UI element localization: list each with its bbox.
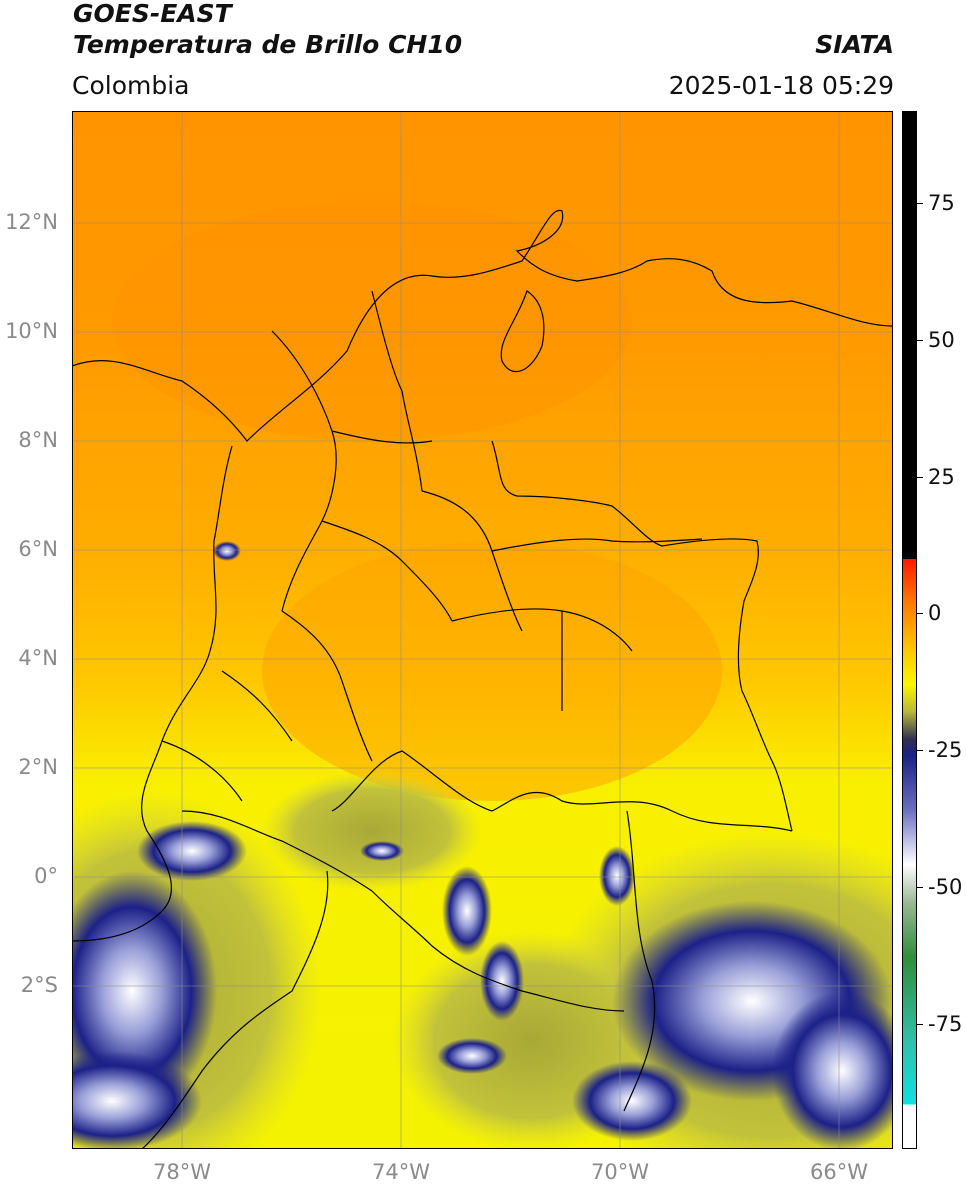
agency-label: SIATA [815, 30, 894, 59]
satellite-map[interactable] [72, 111, 893, 1149]
map-subtitle: Temperatura de Brillo CH10 [73, 30, 463, 59]
graticule [72, 111, 893, 1149]
colorbar-tick-minus50: -50 [928, 875, 963, 899]
brightness-temperature-field [72, 111, 893, 1149]
lon-label-74w: 74°W [372, 1160, 430, 1184]
lat-label-6n: 6°N [18, 537, 58, 561]
colorbar-tick-minus75: -75 [928, 1012, 963, 1036]
region-label: Colombia [72, 71, 190, 100]
colorbar-tick-mark [917, 477, 923, 478]
lat-label-12n: 12°N [5, 210, 58, 234]
colorbar-tick-mark [917, 613, 923, 614]
colorbar-tick-mark [917, 340, 923, 341]
lat-label-2s: 2°S [20, 973, 58, 997]
colorbar [902, 111, 917, 1149]
colorbar-tick-mark [917, 203, 923, 204]
lon-label-78w: 78°W [153, 1160, 211, 1184]
map-title: GOES-EAST [73, 0, 232, 28]
lat-label-10n: 10°N [5, 319, 58, 343]
lon-label-66w: 66°W [810, 1160, 868, 1184]
colorbar-tick-25: 25 [928, 465, 955, 489]
lat-label-2n: 2°N [18, 755, 58, 779]
lat-label-4n: 4°N [18, 646, 58, 670]
colorbar-tick-mark [917, 1024, 923, 1025]
colorbar-tick-0: 0 [928, 601, 942, 625]
boundaries [72, 209, 893, 1149]
timestamp-label: 2025-01-18 05:29 [668, 71, 894, 100]
colorbar-tick-75: 75 [928, 191, 955, 215]
colorbar-tick-50: 50 [928, 328, 955, 352]
lon-label-70w: 70°W [591, 1160, 649, 1184]
colorbar-tick-minus25: -25 [928, 738, 963, 762]
colorbar-tick-mark [917, 750, 923, 751]
lat-label-0: 0° [34, 864, 58, 888]
colorbar-tick-mark [917, 887, 923, 888]
lat-label-8n: 8°N [18, 428, 58, 452]
